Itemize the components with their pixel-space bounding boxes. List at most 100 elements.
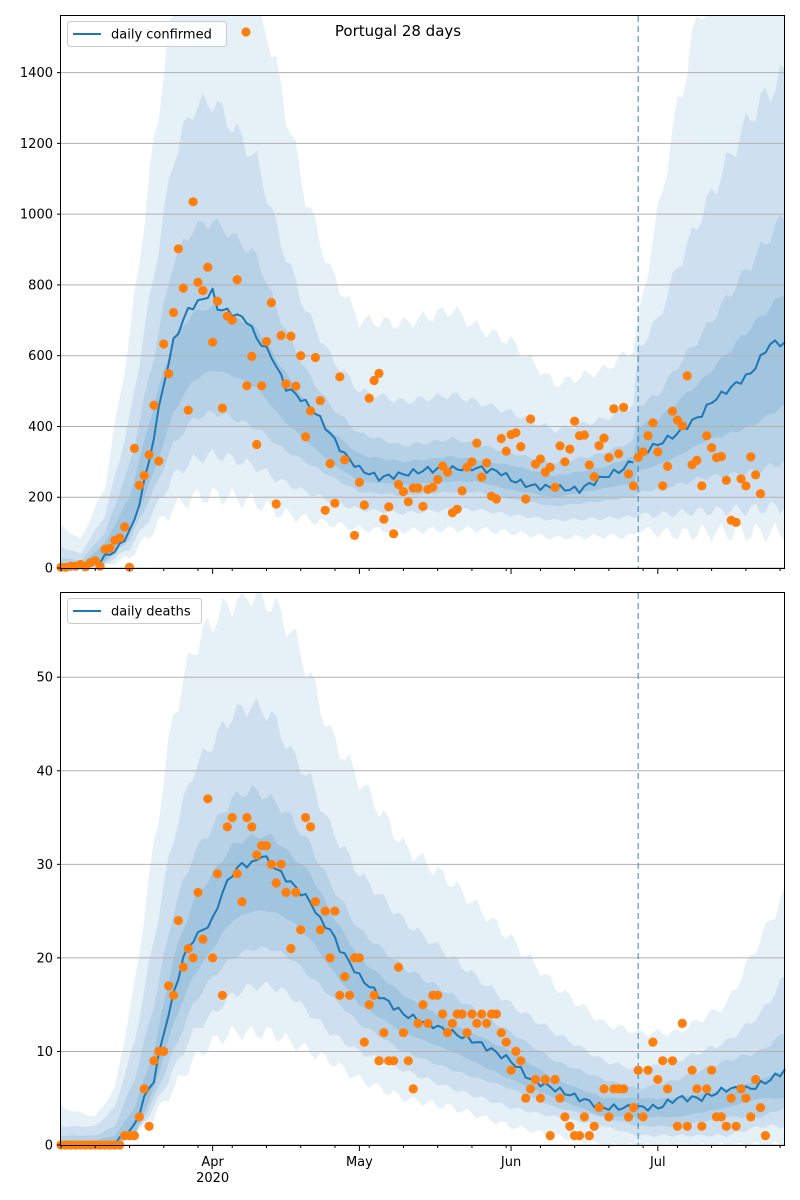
data-point [501, 446, 511, 456]
data-point [144, 1121, 154, 1131]
data-point [467, 1009, 477, 1019]
data-point [609, 404, 619, 414]
deaths-axes-frame [60, 592, 785, 1146]
data-point [467, 457, 477, 467]
data-point [599, 433, 609, 443]
data-point [491, 1009, 501, 1019]
data-point [242, 812, 252, 823]
data-point [516, 442, 526, 452]
median-line-forecast [637, 339, 786, 454]
data-point [120, 522, 130, 532]
data-point [281, 887, 291, 898]
data-point [315, 396, 325, 406]
confirmed-x-ticks [60, 568, 781, 574]
data-point [667, 1056, 678, 1066]
data-point [325, 459, 335, 469]
interval-band-1 [61, 593, 785, 1145]
interval-band-3 [61, 214, 785, 568]
data-point [604, 1112, 614, 1122]
data-point [266, 298, 276, 308]
confirmed-points [56, 197, 766, 572]
data-point [653, 447, 663, 457]
data-point [619, 402, 629, 412]
legend-label-daily-deaths: daily deaths [111, 605, 191, 620]
data-point [457, 486, 467, 496]
data-point [168, 990, 179, 1000]
deaths-points [56, 794, 771, 1150]
data-point [482, 458, 492, 468]
data-point [154, 456, 164, 466]
data-point [95, 561, 105, 571]
data-point [511, 428, 521, 438]
data-point [755, 1103, 766, 1113]
data-point [193, 277, 203, 287]
data-point [589, 472, 599, 482]
data-point [398, 1028, 408, 1038]
data-point [359, 500, 369, 510]
x-tick-sublabel: 2020 [196, 1171, 229, 1186]
data-point [707, 443, 717, 453]
data-point [741, 1093, 751, 1103]
y-tick-label: 0 [45, 562, 53, 577]
data-point [178, 283, 188, 293]
data-point [310, 897, 320, 907]
interval-band-2 [61, 697, 785, 1145]
data-point [227, 315, 237, 325]
data-point [628, 481, 639, 491]
data-point [697, 481, 707, 491]
data-point [472, 438, 482, 448]
data-point [237, 897, 247, 907]
data-point [129, 1131, 139, 1141]
data-point [442, 467, 453, 477]
data-point [354, 953, 364, 963]
data-point [477, 1009, 487, 1019]
data-point [682, 1121, 692, 1131]
data-point [393, 962, 404, 972]
x-tick-label: May [346, 1155, 373, 1170]
data-point [173, 915, 183, 926]
data-point [389, 529, 399, 539]
data-point [261, 841, 272, 851]
data-point [149, 400, 159, 410]
data-point [672, 1121, 683, 1131]
data-point [623, 1112, 634, 1122]
data-point [423, 1018, 433, 1028]
data-point [692, 455, 702, 465]
y-tick-label: 20 [36, 951, 53, 966]
data-point [252, 439, 262, 450]
data-point [535, 454, 546, 464]
data-point [579, 430, 590, 440]
data-point [506, 1065, 516, 1075]
data-point [227, 812, 237, 823]
data-point [667, 406, 678, 416]
data-point [315, 925, 325, 935]
data-point [516, 1056, 526, 1066]
data-point [433, 990, 443, 1000]
data-point [428, 482, 438, 492]
data-point [364, 393, 374, 403]
y-tick-label: 800 [28, 278, 53, 293]
confirmed-panel: 0 200 400 600 800 1000 1200 1400 Portugal 28 da… [20, 15, 786, 577]
data-point [291, 887, 301, 898]
data-point [261, 336, 272, 347]
data-point [413, 483, 423, 493]
data-point [403, 1056, 413, 1066]
data-point [129, 443, 139, 453]
data-point [418, 1000, 428, 1010]
y-tick-label: 200 [28, 491, 53, 506]
data-point [164, 369, 174, 379]
data-point [198, 286, 208, 296]
data-point [726, 1093, 736, 1103]
data-point [594, 441, 604, 451]
data-point [721, 475, 731, 485]
data-point [168, 307, 179, 318]
data-point [633, 1065, 643, 1075]
data-point [188, 197, 198, 207]
data-point [545, 462, 555, 472]
data-point [746, 452, 756, 462]
data-point [159, 1046, 169, 1056]
y-tick-label: 600 [28, 349, 53, 364]
data-point [212, 869, 223, 879]
data-point [604, 453, 614, 463]
data-point [301, 432, 311, 442]
